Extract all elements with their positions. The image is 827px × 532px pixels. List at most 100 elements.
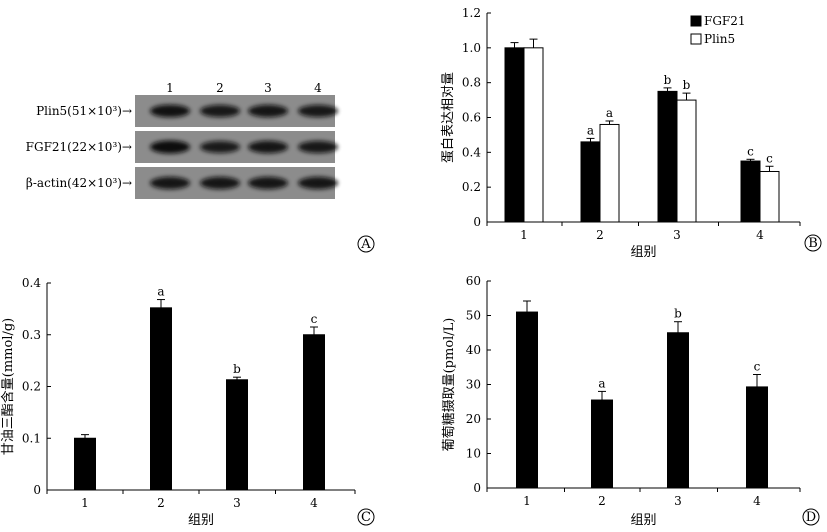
significance-label: b (674, 307, 682, 321)
y-tick-label: 0.4 (462, 145, 481, 159)
panel-label: A (360, 237, 371, 252)
bar (676, 99, 697, 223)
blot-band (200, 141, 240, 153)
y-tick-label: 50 (466, 309, 481, 323)
blot-band (150, 140, 190, 154)
significance-label: c (754, 359, 761, 373)
significance-label: c (311, 312, 318, 326)
significance-label: b (233, 362, 241, 376)
significance-label: c (766, 151, 773, 165)
lane-number: 4 (314, 81, 322, 95)
bar (746, 386, 768, 489)
blot-row-label: β-actin(42×10³)→ (26, 176, 132, 190)
x-axis-label: 组别 (630, 513, 656, 528)
y-axis-label: 葡萄糖摄取量(pmol/L) (441, 318, 457, 452)
y-tick-label: 20 (466, 412, 481, 426)
panel-label-circle (357, 235, 375, 253)
y-tick-label: 10 (466, 447, 481, 461)
panel-c-chart: 0 0.1 0.2 0.3 0.4 1 2 3 4 a b c 组别 甘油三酯含量(mmol/g) C (0, 276, 375, 528)
blot-row-label: FGF21(22×10³)→ (26, 140, 132, 154)
x-tick-label: 3 (674, 494, 682, 508)
x-tick-label: 3 (233, 496, 241, 510)
bar (303, 334, 325, 491)
bar (74, 437, 96, 491)
significance-label: c (747, 144, 754, 158)
blot-band (248, 140, 288, 154)
legend-swatch (690, 33, 702, 45)
blot-band (200, 104, 240, 118)
y-tick-label: 0.2 (22, 380, 41, 394)
blot-band (248, 176, 288, 190)
bar (504, 47, 525, 223)
y-tick-label: 0.2 (462, 180, 481, 194)
x-tick-label: 4 (756, 228, 764, 242)
x-tick-label: 3 (673, 228, 681, 242)
bar (523, 47, 544, 223)
y-tick-label: 0 (473, 481, 481, 495)
panel-label-circle (802, 508, 820, 526)
significance-label: b (683, 78, 691, 92)
y-axis-label: 蛋白表达相对量 (440, 72, 456, 163)
x-tick-label: 2 (157, 496, 165, 510)
x-tick-label: 4 (310, 496, 318, 510)
y-tick-label: 30 (466, 378, 481, 392)
y-tick-label: 1.2 (462, 6, 481, 20)
significance-label: a (587, 123, 594, 137)
bar (740, 160, 761, 223)
y-axis-label: 甘油三酯含量(mmol/g) (0, 318, 16, 455)
panel-label-circle (804, 234, 822, 252)
y-tick-label: 0 (33, 483, 41, 497)
x-tick-label: 1 (81, 496, 89, 510)
blot-band (150, 104, 190, 118)
y-tick-label: 0.6 (462, 111, 481, 125)
lane-number: 3 (264, 81, 272, 95)
blot-band (150, 176, 190, 190)
x-tick-label: 4 (753, 494, 761, 508)
lane-number: 2 (216, 81, 224, 95)
x-tick-label: 1 (520, 228, 528, 242)
bar (591, 399, 613, 489)
blot-band (298, 176, 338, 190)
bar (150, 307, 172, 491)
panel-label: D (806, 510, 816, 525)
y-tick-label: 60 (466, 274, 481, 288)
panel-a-western-blot: 1 2 3 4 Plin5(51×10³)→ FGF21(22×10³)→ β-actin(… (26, 81, 375, 253)
panel-label: C (361, 510, 371, 525)
significance-label: a (598, 376, 605, 390)
bar (657, 90, 678, 223)
panel-label-circle (357, 508, 375, 526)
y-tick-label: 0.3 (22, 328, 41, 342)
bar (759, 170, 780, 223)
lane-number: 1 (166, 81, 174, 95)
legend-label: FGF21 (704, 14, 746, 28)
y-tick-label: 40 (466, 343, 481, 357)
y-tick-label: 0.1 (22, 431, 41, 445)
bar (226, 379, 248, 491)
bar (667, 332, 689, 489)
blot-band (298, 104, 338, 118)
y-tick-label: 1.0 (462, 41, 481, 55)
significance-label: a (157, 285, 164, 299)
y-tick-label: 0.8 (462, 76, 481, 90)
x-axis-label: 组别 (188, 513, 214, 528)
panel-label: B (808, 236, 818, 251)
legend-label: Plin5 (704, 32, 735, 46)
x-tick-label: 1 (523, 494, 531, 508)
x-tick-label: 2 (596, 228, 604, 242)
blot-row-label: Plin5(51×10³)→ (36, 104, 132, 118)
y-tick-label: 0 (473, 215, 481, 229)
x-axis-label: 组别 (630, 245, 656, 260)
blot-band (200, 176, 240, 190)
bar (580, 141, 601, 223)
bar (516, 311, 538, 489)
panel-d-chart: 0 10 20 30 40 50 60 1 2 3 4 a b c 组别 葡萄糖摄取量(pmol/L) D (441, 274, 820, 528)
bar (599, 123, 620, 223)
legend-swatch (690, 15, 702, 27)
blot-band (248, 104, 288, 118)
x-tick-label: 2 (598, 494, 606, 508)
blot-band (298, 140, 338, 154)
panel-b-chart: 0 0.2 0.4 0.6 0.8 1.0 1.2 1 2 3 4 a b c a b c 组别 蛋白表达相对量 FG… (440, 6, 822, 260)
significance-label: a (606, 106, 613, 120)
significance-label: b (664, 73, 672, 87)
